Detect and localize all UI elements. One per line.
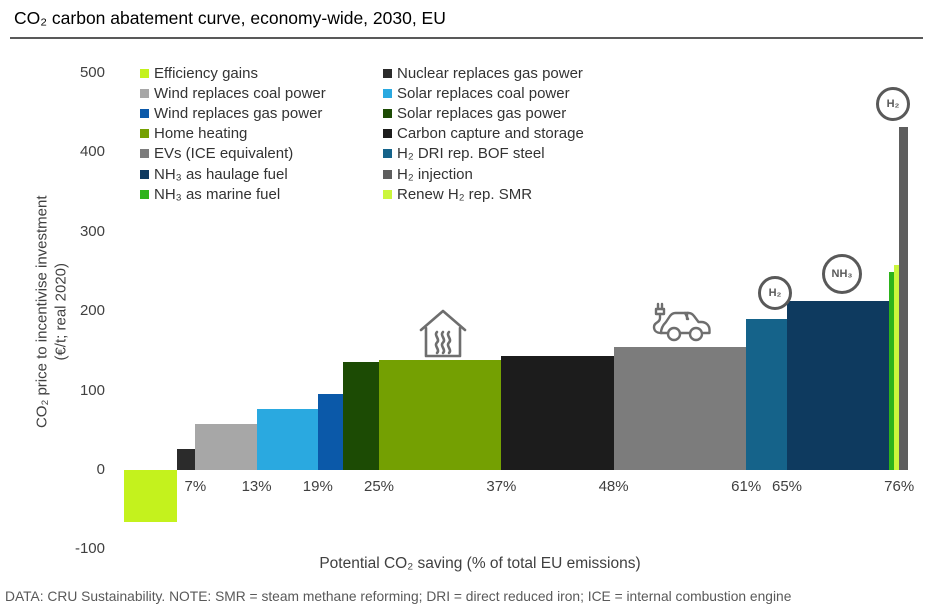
- x-tick-label: 25%: [363, 478, 395, 495]
- bar-wind-replaces-gas-power: [317, 393, 344, 470]
- legend-item-carbon-capture-and-storage: Carbon capture and storage: [383, 124, 584, 144]
- legend-item-solar-replaces-gas-power: Solar replaces gas power: [383, 103, 566, 123]
- bar-nh-as-haulage-fuel: [787, 300, 889, 470]
- bar-h-injection: [899, 126, 909, 470]
- y-tick-label: 400: [79, 143, 105, 161]
- y-tick-label: 0: [96, 461, 105, 478]
- legend-swatch: [383, 68, 392, 78]
- legend-label: EVs (ICE equivalent): [154, 145, 294, 163]
- h2-badge-dri: H₂: [758, 276, 792, 310]
- bar-wind-replaces-coal-power: [195, 423, 257, 470]
- legend-swatch: [140, 129, 149, 139]
- legend-swatch: [383, 189, 392, 199]
- home-heating-icon: [419, 309, 467, 358]
- bar-solar-replaces-coal-power: [256, 408, 318, 470]
- y-tick-label: 300: [79, 222, 105, 240]
- title-underline: [10, 37, 923, 39]
- bar-nh-as-marine-fuel: [889, 271, 895, 470]
- legend-item-nh-as-haulage-fuel: NH₃ as haulage fuel: [140, 164, 288, 184]
- legend-item-nuclear-replaces-gas-power: Nuclear replaces gas power: [383, 63, 583, 83]
- legend-swatch: [140, 88, 149, 98]
- legend-item-wind-replaces-gas-power: Wind replaces gas power: [140, 103, 322, 123]
- x-tick-label: 37%: [486, 478, 517, 495]
- bar-efficiency-gains: [124, 470, 178, 522]
- h2-badge-injection: H₂: [876, 87, 910, 121]
- legend-label: NH₃ as haulage fuel: [154, 165, 288, 183]
- chart-title: CO₂ carbon abatement curve, economy-wide…: [14, 8, 446, 28]
- legend-item-h-injection: H₂ injection: [383, 164, 473, 184]
- y-tick-label: -100: [74, 540, 105, 558]
- legend-swatch: [383, 129, 392, 139]
- legend-item-efficiency-gains: Efficiency gains: [140, 63, 258, 83]
- legend-label: Home heating: [154, 125, 248, 143]
- legend-swatch: [140, 68, 149, 78]
- legend-label: Renew H₂ rep. SMR: [397, 185, 533, 203]
- x-tick-label: 13%: [241, 478, 272, 495]
- legend-swatch: [383, 88, 392, 98]
- legend-label: Solar replaces coal power: [397, 84, 570, 102]
- x-tick-label: 76%: [884, 478, 915, 495]
- x-axis-title: Potential CO₂ saving (% of total EU emis…: [319, 555, 641, 572]
- legend-item-solar-replaces-coal-power: Solar replaces coal power: [383, 83, 570, 103]
- legend-swatch: [383, 169, 392, 179]
- legend-swatch: [140, 169, 149, 179]
- legend-swatch: [383, 108, 392, 118]
- bar-home-heating: [379, 360, 502, 470]
- x-tick-label: 65%: [771, 478, 803, 495]
- legend-swatch: [140, 189, 149, 199]
- bar-renew-h-rep-smr: [894, 265, 900, 470]
- bar-h-dri-rep-bof-steel: [746, 319, 787, 470]
- legend-swatch: [140, 108, 149, 118]
- legend-label: Carbon capture and storage: [397, 125, 584, 143]
- y-tick-label: 200: [79, 302, 105, 320]
- nh3-badge-haulage: NH₃: [822, 254, 862, 294]
- x-tick-label: 7%: [184, 478, 207, 495]
- legend-label: H₂ DRI rep. BOF steel: [397, 145, 545, 163]
- legend-item-evs-ice-equivalent: EVs (ICE equivalent): [140, 144, 293, 164]
- legend-item-nh-as-marine-fuel: NH₃ as marine fuel: [140, 184, 280, 204]
- bar-nuclear-replaces-gas-power: [177, 448, 196, 470]
- legend-item-wind-replaces-coal-power: Wind replaces coal power: [140, 83, 326, 103]
- x-tick-label: 48%: [598, 478, 629, 495]
- legend-swatch: [140, 149, 149, 159]
- bar-solar-replaces-gas-power: [343, 362, 379, 470]
- x-tick-label: 61%: [731, 478, 762, 495]
- y-tick-label: 500: [79, 64, 105, 81]
- legend-item-home-heating: Home heating: [140, 124, 247, 144]
- footer-note: DATA: CRU Sustainability. NOTE: SMR = st…: [5, 589, 792, 604]
- legend-label: Wind replaces gas power: [154, 104, 323, 122]
- legend-label: Efficiency gains: [154, 64, 258, 82]
- legend-item-renew-h-rep-smr: Renew H₂ rep. SMR: [383, 184, 532, 204]
- legend-label: Solar replaces gas power: [397, 104, 567, 122]
- y-tick-label: 100: [79, 381, 105, 399]
- legend-label: NH₃ as marine fuel: [154, 185, 281, 203]
- legend-swatch: [383, 149, 392, 159]
- legend-label: Nuclear replaces gas power: [397, 64, 583, 82]
- ev-car-icon: [652, 302, 711, 342]
- x-tick-label: 19%: [302, 478, 333, 495]
- bar-evs-ice-equivalent: [613, 346, 747, 470]
- legend-item-h-dri-rep-bof-steel: H₂ DRI rep. BOF steel: [383, 144, 545, 164]
- bar-carbon-capture-and-storage: [501, 355, 614, 470]
- legend-label: H₂ injection: [397, 165, 473, 183]
- legend-label: Wind replaces coal power: [154, 84, 326, 102]
